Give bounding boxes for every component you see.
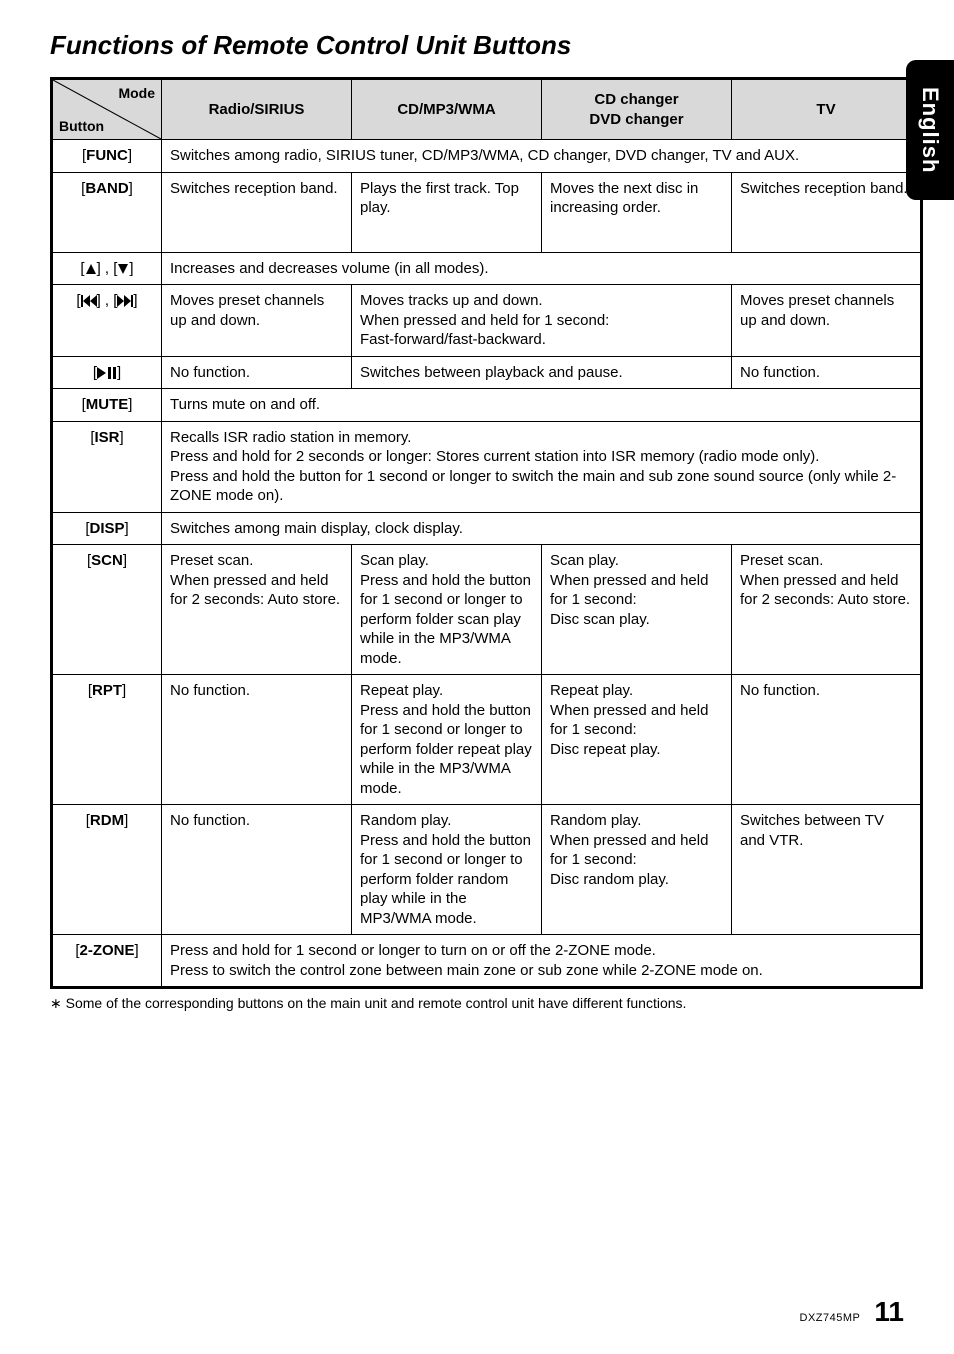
header-col-changer-l1: CD changer: [594, 91, 678, 108]
row-play: [] No function. Switches between playbac…: [52, 356, 922, 389]
model-number: DXZ745MP: [800, 1312, 861, 1324]
btn-isr: [ISR]: [52, 421, 162, 512]
row-seek: [] , [] Moves preset channels up and dow…: [52, 285, 922, 357]
btn-band: [BAND]: [52, 172, 162, 252]
btn-2zone: [2-ZONE]: [52, 935, 162, 988]
page-number: 11: [874, 1296, 904, 1328]
cell-rpt-c4: No function.: [732, 675, 922, 805]
btn-rdm: [RDM]: [52, 805, 162, 935]
btn-scn: [SCN]: [52, 545, 162, 675]
cell-rpt-c2: Repeat play. Press and hold the button f…: [352, 675, 542, 805]
language-tab-label: English: [917, 87, 943, 173]
row-rdm: [RDM] No function. Random play. Press an…: [52, 805, 922, 935]
cell-disp: Switches among main display, clock displ…: [162, 512, 922, 545]
cell-band-c4: Switches reception band.: [732, 172, 922, 252]
cell-scn-c1: Preset scan. When pressed and held for 2…: [162, 545, 352, 675]
cell-rpt-c3: Repeat play. When pressed and held for 1…: [542, 675, 732, 805]
triangle-down-icon: [117, 263, 129, 275]
cell-scn-c3: Scan play. When pressed and held for 1 s…: [542, 545, 732, 675]
row-band: [BAND] Switches reception band. Plays th…: [52, 172, 922, 252]
row-scn: [SCN] Preset scan. When pressed and held…: [52, 545, 922, 675]
cell-isr: Recalls ISR radio station in memory. Pre…: [162, 421, 922, 512]
btn-volume: [] , []: [52, 252, 162, 285]
header-col-cd: CD/MP3/WMA: [352, 79, 542, 140]
btn-func: [FUNC]: [52, 140, 162, 173]
next-track-icon: [117, 295, 133, 307]
cell-2zone: Press and hold for 1 second or longer to…: [162, 935, 922, 988]
btn-disp: [DISP]: [52, 512, 162, 545]
cell-rdm-c4: Switches between TV and VTR.: [732, 805, 922, 935]
btn-seek: [] , []: [52, 285, 162, 357]
page-title: Functions of Remote Control Unit Buttons: [50, 30, 904, 61]
cell-rdm-c2: Random play. Press and hold the button f…: [352, 805, 542, 935]
header-mode-label: Mode: [118, 84, 155, 102]
cell-mute: Turns mute on and off.: [162, 389, 922, 422]
cell-play-c4: No function.: [732, 356, 922, 389]
btn-mute: [MUTE]: [52, 389, 162, 422]
cell-play-c23: Switches between playback and pause.: [352, 356, 732, 389]
footnote: ∗ Some of the corresponding buttons on t…: [50, 995, 904, 1012]
language-tab: English: [906, 60, 954, 200]
cell-func: Switches among radio, SIRIUS tuner, CD/M…: [162, 140, 922, 173]
cell-seek-c4: Moves preset channels up and down.: [732, 285, 922, 357]
cell-rdm-c3: Random play. When pressed and held for 1…: [542, 805, 732, 935]
cell-rpt-c1: No function.: [162, 675, 352, 805]
header-col-changer: CD changer DVD changer: [542, 79, 732, 140]
header-mode-button: Mode Button: [52, 79, 162, 140]
header-col-radio: Radio/SIRIUS: [162, 79, 352, 140]
cell-play-c1: No function.: [162, 356, 352, 389]
cell-volume: Increases and decreases volume (in all m…: [162, 252, 922, 285]
row-func: [FUNC] Switches among radio, SIRIUS tune…: [52, 140, 922, 173]
table-header-row: Mode Button Radio/SIRIUS CD/MP3/WMA CD c…: [52, 79, 922, 140]
cell-scn-c4: Preset scan. When pressed and held for 2…: [732, 545, 922, 675]
prev-track-icon: [81, 295, 97, 307]
row-volume: [] , [] Increases and decreases volume (…: [52, 252, 922, 285]
cell-scn-c2: Scan play. Press and hold the button for…: [352, 545, 542, 675]
play-pause-icon: [97, 367, 117, 379]
header-col-changer-l2: DVD changer: [589, 111, 683, 128]
page-footer: DXZ745MP 11: [800, 1296, 904, 1328]
cell-seek-c1: Moves preset channels up and down.: [162, 285, 352, 357]
header-button-label: Button: [59, 117, 104, 135]
row-isr: [ISR] Recalls ISR radio station in memor…: [52, 421, 922, 512]
btn-rpt: [RPT]: [52, 675, 162, 805]
btn-play-pause: []: [52, 356, 162, 389]
row-disp: [DISP] Switches among main display, cloc…: [52, 512, 922, 545]
functions-table: Mode Button Radio/SIRIUS CD/MP3/WMA CD c…: [50, 77, 923, 989]
cell-band-c1: Switches reception band.: [162, 172, 352, 252]
row-mute: [MUTE] Turns mute on and off.: [52, 389, 922, 422]
cell-band-c3: Moves the next disc in increasing order.: [542, 172, 732, 252]
cell-seek-c23: Moves tracks up and down. When pressed a…: [352, 285, 732, 357]
cell-rdm-c1: No function.: [162, 805, 352, 935]
cell-band-c2: Plays the first track. Top play.: [352, 172, 542, 252]
header-col-tv: TV: [732, 79, 922, 140]
triangle-up-icon: [85, 263, 97, 275]
row-2zone: [2-ZONE] Press and hold for 1 second or …: [52, 935, 922, 988]
row-rpt: [RPT] No function. Repeat play. Press an…: [52, 675, 922, 805]
